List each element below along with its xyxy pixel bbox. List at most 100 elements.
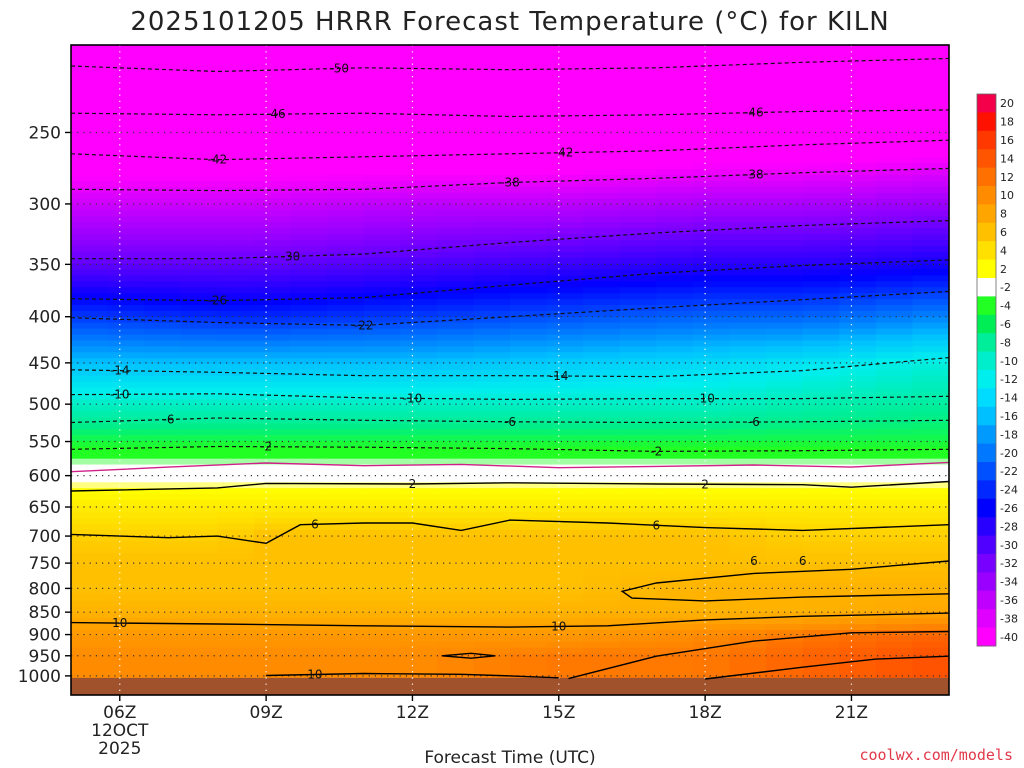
temperature-cell <box>729 352 767 359</box>
temperature-cell <box>436 594 475 602</box>
temperature-cell <box>327 618 365 625</box>
temperature-cell <box>692 517 731 525</box>
temperature-cell <box>692 671 731 679</box>
isotherm-labels: -50-46 -46-42 -42-38-38-30-26-22-14 -14-10-… <box>110 61 807 681</box>
temperature-cell <box>180 68 219 76</box>
temperature-cell <box>692 440 731 448</box>
temperature-cell <box>107 322 145 330</box>
temperature-cell <box>217 576 255 584</box>
temperature-cell <box>107 110 145 117</box>
temperature-cell <box>875 387 914 395</box>
temperature-cell <box>766 180 804 188</box>
temperature-cell <box>71 163 109 170</box>
temperature-cell <box>107 458 145 466</box>
temperature-cell <box>253 169 292 176</box>
temperature-cell <box>144 630 182 637</box>
temperature-cell <box>436 452 475 460</box>
temperature-cell <box>473 299 511 306</box>
temperature-cell <box>766 68 804 76</box>
temperature-cell <box>327 310 365 318</box>
temperature-cell <box>692 186 731 194</box>
temperature-cell <box>839 133 877 141</box>
temperature-cell <box>180 541 219 549</box>
temperature-cell <box>436 145 475 153</box>
temperature-cell <box>510 145 548 153</box>
temperature-cell <box>71 121 109 129</box>
temperature-cell <box>144 104 182 111</box>
temperature-cell <box>290 358 328 365</box>
temperature-cell <box>656 275 694 283</box>
temperature-cell <box>692 163 731 170</box>
temperature-cell <box>912 204 949 212</box>
colorbar-label: -8 <box>1000 336 1011 349</box>
temperature-cell <box>802 74 841 82</box>
temperature-cell <box>875 316 914 324</box>
temperature-cell <box>802 500 841 507</box>
temperature-cell <box>473 488 511 495</box>
temperature-cell <box>144 222 182 229</box>
temperature-cell <box>327 535 365 543</box>
temperature-cell <box>692 322 731 330</box>
temperature-cell <box>180 281 219 289</box>
temperature-cell <box>546 316 584 324</box>
temperature-cell <box>583 435 621 442</box>
temperature-cell <box>802 328 841 336</box>
temperature-cell <box>107 151 145 159</box>
temperature-cell <box>327 80 365 88</box>
temperature-cell <box>583 186 621 194</box>
temperature-cell <box>583 358 621 365</box>
temperature-cell <box>71 582 109 590</box>
temperature-cell <box>107 346 145 354</box>
temperature-cell <box>217 476 255 484</box>
temperature-cell <box>656 594 694 602</box>
temperature-cell <box>656 547 694 554</box>
temperature-cell <box>546 370 584 377</box>
temperature-cell <box>436 163 475 170</box>
temperature-cell <box>107 92 145 99</box>
temperature-cell <box>692 299 731 306</box>
temperature-cell <box>473 511 511 519</box>
temperature-cell <box>400 630 438 637</box>
temperature-cell <box>875 370 914 377</box>
temperature-cell <box>912 192 949 200</box>
temperature-cell <box>802 322 841 330</box>
temperature-cell <box>180 139 219 147</box>
temperature-cell <box>144 612 182 619</box>
temperature-cell <box>327 358 365 365</box>
temperature-cell <box>71 665 109 673</box>
temperature-cell <box>71 671 109 679</box>
temperature-cell <box>253 588 292 596</box>
temperature-cell <box>473 452 511 460</box>
temperature-cell <box>619 399 658 407</box>
temperature-cell <box>217 275 255 283</box>
isotherm-label: -22 <box>354 318 374 332</box>
temperature-cell <box>473 576 511 584</box>
temperature-cell <box>802 310 841 318</box>
temperature-cell <box>180 352 219 359</box>
temperature-cell <box>107 364 145 371</box>
temperature-cell <box>180 429 219 436</box>
temperature-cell <box>363 121 402 129</box>
temperature-cell <box>217 364 255 371</box>
temperature-cell <box>327 151 365 159</box>
temperature-cell <box>583 127 621 135</box>
temperature-cell <box>327 145 365 153</box>
temperature-cell <box>583 370 621 377</box>
temperature-column <box>363 45 402 695</box>
temperature-cell <box>327 446 365 454</box>
temperature-cell <box>839 429 877 436</box>
temperature-cell <box>473 458 511 466</box>
temperature-cell <box>546 523 584 531</box>
temperature-cell <box>802 393 841 401</box>
temperature-cell <box>253 245 292 253</box>
temperature-cell <box>400 364 438 371</box>
colorbar-label: -6 <box>1000 318 1011 331</box>
temperature-cell <box>802 316 841 324</box>
colorbar-label: -16 <box>1000 410 1018 423</box>
temperature-cell <box>766 198 804 206</box>
temperature-cell <box>729 618 767 625</box>
temperature-cell <box>290 328 328 336</box>
temperature-cell <box>253 234 292 241</box>
temperature-cell <box>802 665 841 673</box>
temperature-cell <box>107 62 145 70</box>
